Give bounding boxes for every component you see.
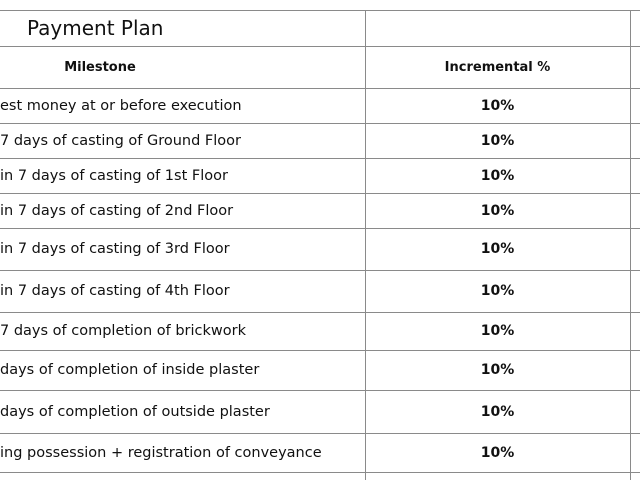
milestone-cell: in 7 days of casting of 4th Floor [0,283,230,299]
table-title: Payment Plan [27,16,164,40]
row-divider [0,472,640,473]
milestone-cell: days of completion of inside plaster [0,362,260,378]
column-divider [365,10,366,480]
percent-cell: 10% [480,167,515,184]
percent-cell: 10% [480,202,515,219]
percent-cell: 10% [480,283,515,299]
row-divider [0,350,640,351]
row-divider [0,228,640,229]
percent-cell: 10% [480,362,515,378]
milestone-cell: in 7 days of casting of 2nd Floor [0,202,234,219]
column-divider [630,10,631,480]
milestone-cell: ing possession + registration of conveya… [0,444,322,461]
milestone-cell: 7 days of casting of Ground Floor [0,132,241,149]
percent-cell: 10% [480,444,515,461]
column-header: Incremental % [444,59,551,75]
row-divider [0,10,640,11]
row-divider [0,88,640,89]
milestone-cell: in 7 days of casting of 3rd Floor [0,241,230,257]
column-header: Milestone [64,59,136,75]
percent-cell: 10% [480,132,515,149]
row-divider [0,158,640,159]
row-divider [0,390,640,391]
percent-cell: 10% [480,241,515,257]
row-divider [0,123,640,124]
percent-cell: 10% [480,403,515,420]
percent-cell: 10% [480,97,515,114]
row-divider [0,46,640,47]
milestone-cell: est money at or before execution [0,97,242,114]
percent-cell: 10% [480,323,515,339]
row-divider [0,312,640,313]
row-divider [0,433,640,434]
milestone-cell: 7 days of completion of brickwork [0,323,246,339]
milestone-cell: days of completion of outside plaster [0,403,270,420]
row-divider [0,270,640,271]
milestone-cell: in 7 days of casting of 1st Floor [0,167,228,184]
row-divider [0,193,640,194]
